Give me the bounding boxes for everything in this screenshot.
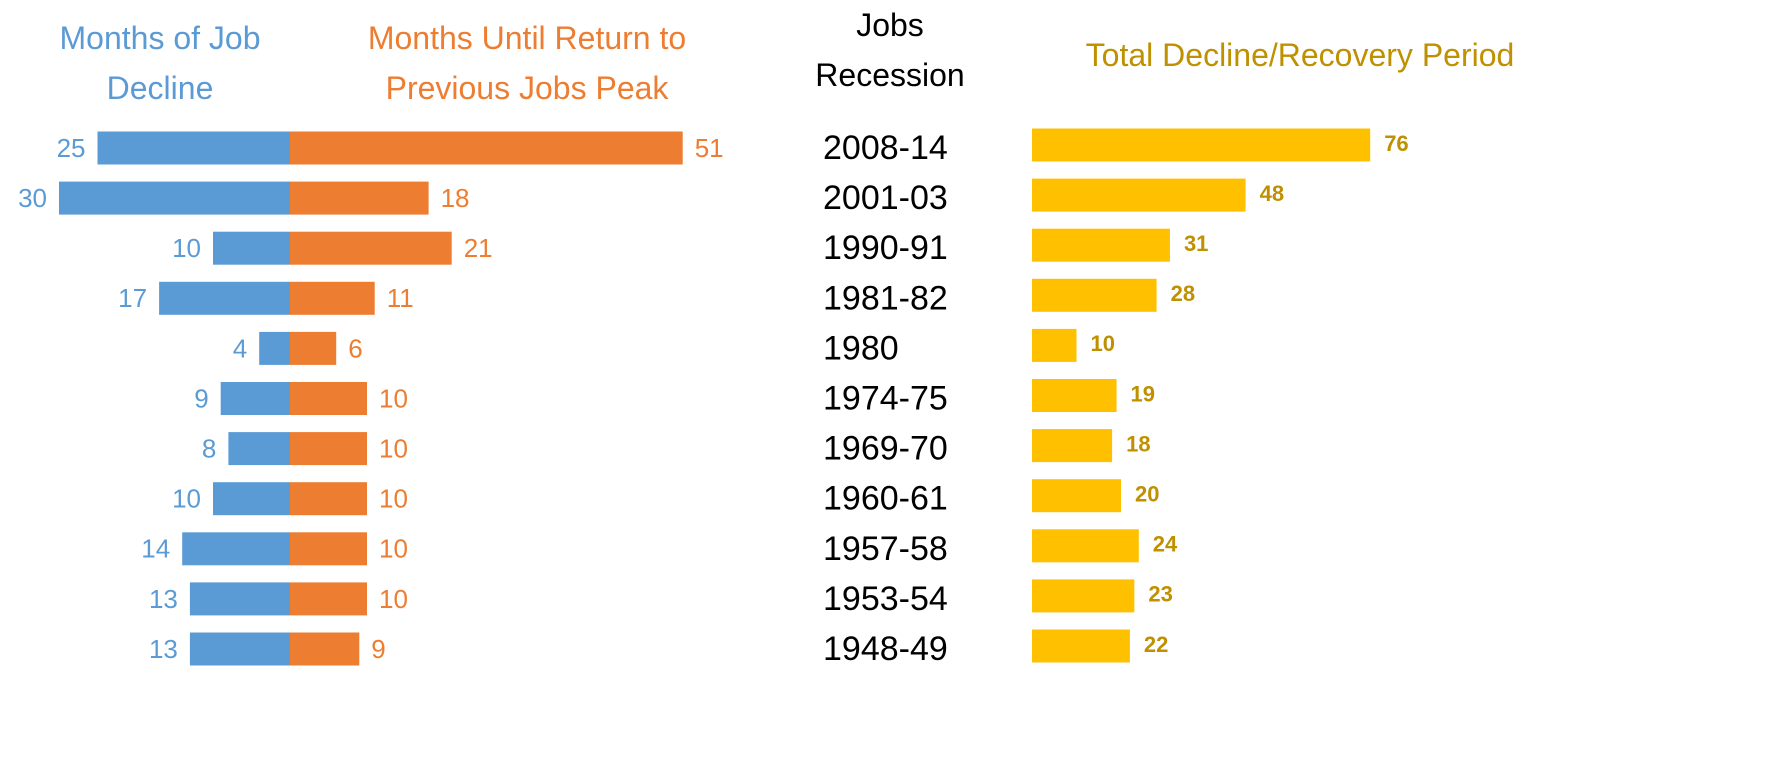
bar	[1032, 228, 1170, 262]
value-label: 30	[18, 183, 47, 213]
bar	[213, 482, 290, 516]
bar	[1032, 429, 1113, 463]
bar	[1032, 128, 1371, 162]
value-label: 24	[1153, 532, 1178, 557]
category-label: 1974-75	[823, 379, 948, 417]
category-header: Jobs Recession	[815, 7, 965, 93]
value-label: 8	[202, 433, 216, 463]
value-label: 23	[1148, 582, 1172, 607]
value-label: 10	[379, 484, 408, 514]
category-label: 1980	[823, 329, 899, 367]
bar	[1032, 629, 1130, 663]
series-header: Months Until Return to Previous Jobs Pea…	[367, 20, 687, 106]
bar	[290, 482, 367, 516]
series-header: Months of Job Decline	[59, 20, 261, 106]
bar	[97, 131, 290, 165]
bar	[290, 532, 367, 566]
value-label: 17	[118, 283, 147, 313]
value-label: 28	[1171, 281, 1195, 306]
value-label: 25	[57, 133, 86, 163]
value-label: 13	[149, 634, 178, 664]
value-label: 18	[1126, 431, 1150, 456]
value-label: 76	[1384, 131, 1408, 156]
value-label: 10	[379, 584, 408, 614]
bar	[290, 632, 360, 666]
bar	[59, 181, 290, 215]
category-label: 1957-58	[823, 530, 948, 568]
bar	[189, 632, 290, 666]
value-label: 22	[1144, 632, 1168, 657]
bar	[228, 432, 290, 466]
value-label: 9	[371, 634, 385, 664]
bar	[1032, 579, 1135, 613]
bar	[290, 432, 367, 466]
value-label: 20	[1135, 482, 1159, 507]
value-label: 11	[387, 283, 414, 313]
bar	[1032, 529, 1139, 563]
bar	[259, 331, 290, 365]
category-label: 1960-61	[823, 480, 948, 518]
value-label: 51	[695, 133, 724, 163]
bar	[1032, 178, 1246, 212]
bar	[1032, 328, 1077, 362]
bar	[189, 582, 290, 616]
value-label: 6	[348, 333, 362, 363]
value-label: 14	[141, 534, 170, 564]
value-label: 10	[172, 233, 201, 263]
value-label: 9	[194, 383, 208, 413]
bar	[290, 181, 429, 215]
category-label: 1953-54	[823, 580, 948, 618]
value-label: 31	[1184, 231, 1208, 256]
bar	[290, 331, 337, 365]
category-label: 1948-49	[823, 630, 948, 668]
value-label: 10	[379, 534, 408, 564]
bar	[220, 382, 290, 415]
bar	[1032, 379, 1117, 412]
bar	[290, 281, 375, 315]
bar	[159, 281, 290, 315]
bar	[213, 231, 290, 265]
value-label: 10	[1091, 331, 1115, 356]
category-label: 1990-91	[823, 229, 948, 267]
value-label: 18	[441, 183, 470, 213]
bar	[1032, 278, 1157, 312]
category-label: 1981-82	[823, 279, 948, 317]
value-label: 21	[464, 233, 493, 263]
bar	[182, 532, 290, 566]
value-label: 10	[379, 433, 408, 463]
bar	[290, 382, 367, 415]
value-label: 4	[233, 333, 247, 363]
value-label: 10	[379, 383, 408, 413]
category-label: 1969-70	[823, 430, 948, 468]
bar	[290, 231, 452, 265]
bar	[290, 131, 683, 165]
bar	[1032, 479, 1121, 513]
category-label: 2008-14	[823, 129, 948, 167]
value-label: 10	[172, 484, 201, 514]
chart-title: Total Decline/Recovery Period	[1085, 37, 1515, 73]
bar	[290, 582, 367, 616]
category-label: 2001-03	[823, 179, 948, 217]
value-label: 19	[1131, 381, 1155, 406]
value-label: 48	[1260, 181, 1284, 206]
value-label: 13	[149, 584, 178, 614]
